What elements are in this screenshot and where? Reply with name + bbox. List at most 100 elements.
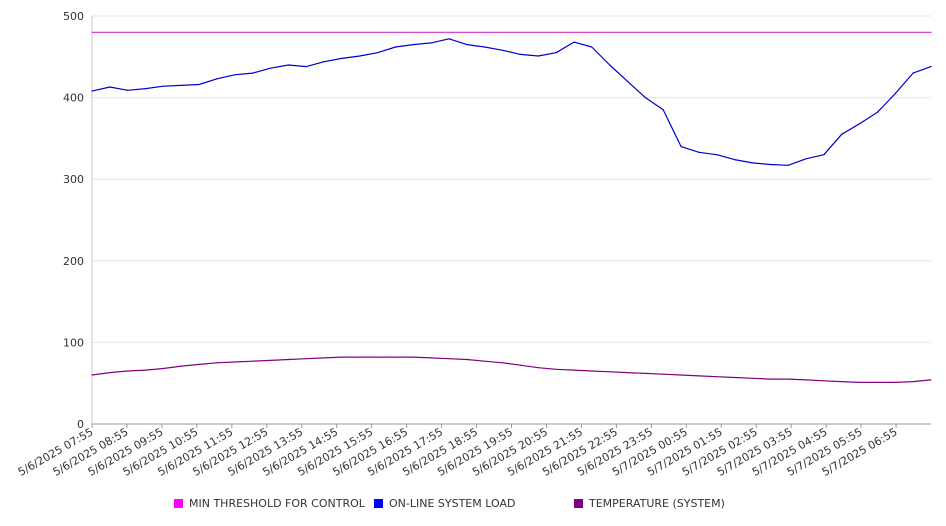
series-line-2 <box>91 356 932 383</box>
series-0-point-37 <box>751 31 754 33</box>
series-0-point-28 <box>591 31 593 33</box>
series-1-point-1 <box>109 86 111 88</box>
series-0-point-16 <box>377 31 379 33</box>
series-2-point-34 <box>698 375 700 377</box>
chart-legend: MIN THRESHOLD FOR CONTROL ON-LINE SYSTEM … <box>0 497 946 515</box>
series-2-point-38 <box>769 378 771 380</box>
series-0-point-45 <box>894 31 896 33</box>
series-2-point-36 <box>734 376 736 379</box>
series-2-point-47 <box>930 379 932 381</box>
series-0-point-27 <box>573 31 575 33</box>
series-2-point-20 <box>448 358 450 360</box>
series-1-point-39 <box>787 164 789 166</box>
series-2-point-26 <box>555 368 557 370</box>
series-0-point-13 <box>323 31 325 33</box>
series-2-point-28 <box>591 370 593 372</box>
legend-swatch-0 <box>174 499 183 508</box>
series-1-point-25 <box>537 55 539 57</box>
series-1-point-42 <box>841 133 843 135</box>
series-0-point-34 <box>698 31 700 33</box>
series-1-point-20 <box>448 38 450 40</box>
series-1-point-6 <box>198 83 200 86</box>
legend-label-1: ON-LINE SYSTEM LOAD <box>389 497 516 510</box>
series-0-point-3 <box>144 31 147 33</box>
series-2-point-3 <box>144 369 147 371</box>
series-0-point-23 <box>501 31 504 33</box>
series-2-point-29 <box>609 371 611 373</box>
series-line-1 <box>91 38 932 166</box>
series-1-point-3 <box>144 88 147 90</box>
series-1-point-13 <box>323 61 325 63</box>
series-0-point-20 <box>448 31 450 33</box>
series-2-point-19 <box>430 357 432 359</box>
series-0-point-31 <box>644 31 646 33</box>
series-1-point-29 <box>609 64 611 66</box>
series-0-point-17 <box>394 31 397 33</box>
series-0-point-2 <box>127 31 129 33</box>
series-2-point-43 <box>858 381 861 383</box>
series-0-point-5 <box>180 31 182 33</box>
series-1-point-36 <box>734 159 736 161</box>
series-2-point-35 <box>716 376 718 378</box>
series-2-point-9 <box>252 360 254 362</box>
series-2-point-17 <box>394 356 397 358</box>
series-1-point-2 <box>127 89 129 91</box>
series-2-point-27 <box>573 369 575 371</box>
series-1-point-46 <box>912 72 914 74</box>
legend-swatch-2 <box>574 499 583 508</box>
series-1-point-15 <box>359 55 361 57</box>
series-1-point-45 <box>894 92 896 95</box>
series-2-point-8 <box>234 361 236 363</box>
series-2-point-32 <box>662 373 664 375</box>
series-1-point-16 <box>377 52 379 54</box>
legend-item-0[interactable]: MIN THRESHOLD FOR CONTROL <box>174 497 365 510</box>
y-tick-label-3: 300 <box>63 173 84 186</box>
series-1-point-9 <box>252 72 254 74</box>
series-0-point-14 <box>341 31 343 33</box>
series-2-point-2 <box>127 370 129 372</box>
series-2-point-5 <box>180 365 182 367</box>
series-0-point-22 <box>484 31 486 33</box>
series-2-point-31 <box>644 372 646 375</box>
series-2-point-4 <box>162 367 165 370</box>
series-1-point-14 <box>341 57 343 60</box>
series-2-point-25 <box>537 367 539 369</box>
series-2-point-22 <box>484 360 486 362</box>
series-2-point-0 <box>91 374 93 376</box>
legend-swatch-1 <box>374 499 383 508</box>
series-1-point-5 <box>180 84 182 86</box>
series-0-point-21 <box>466 31 468 33</box>
y-tick-label-4: 400 <box>63 92 84 105</box>
series-1-point-11 <box>287 64 289 66</box>
series-0-point-40 <box>805 31 807 33</box>
series-0-point-47 <box>930 31 932 33</box>
series-1-point-47 <box>930 65 932 68</box>
series-1-point-33 <box>680 145 682 148</box>
y-tick-label-5: 500 <box>63 10 84 23</box>
series-2-point-12 <box>305 358 307 360</box>
series-0-point-18 <box>412 31 414 33</box>
series-1-point-40 <box>805 158 807 160</box>
series-1-point-0 <box>91 90 93 92</box>
series-2-point-11 <box>287 358 289 361</box>
series-1-point-38 <box>769 163 771 166</box>
series-1-point-23 <box>501 49 504 51</box>
series-0-point-8 <box>234 31 236 33</box>
series-1-point-12 <box>305 65 307 68</box>
series-0-point-29 <box>609 31 611 33</box>
series-0-point-9 <box>252 31 254 33</box>
legend-item-1[interactable]: ON-LINE SYSTEM LOAD <box>374 497 515 510</box>
series-0-point-4 <box>162 31 165 33</box>
series-0-point-43 <box>858 31 861 33</box>
series-2-point-46 <box>912 380 914 383</box>
series-2-point-18 <box>412 356 414 358</box>
legend-item-2[interactable]: TEMPERATURE (SYSTEM) <box>574 497 725 510</box>
series-1-point-41 <box>823 154 825 156</box>
series-2-point-21 <box>466 358 468 361</box>
series-0-point-7 <box>216 31 218 33</box>
series-0-point-42 <box>841 31 843 33</box>
series-2-point-1 <box>109 371 111 374</box>
series-0-point-44 <box>876 31 879 33</box>
series-2-point-14 <box>341 356 343 358</box>
